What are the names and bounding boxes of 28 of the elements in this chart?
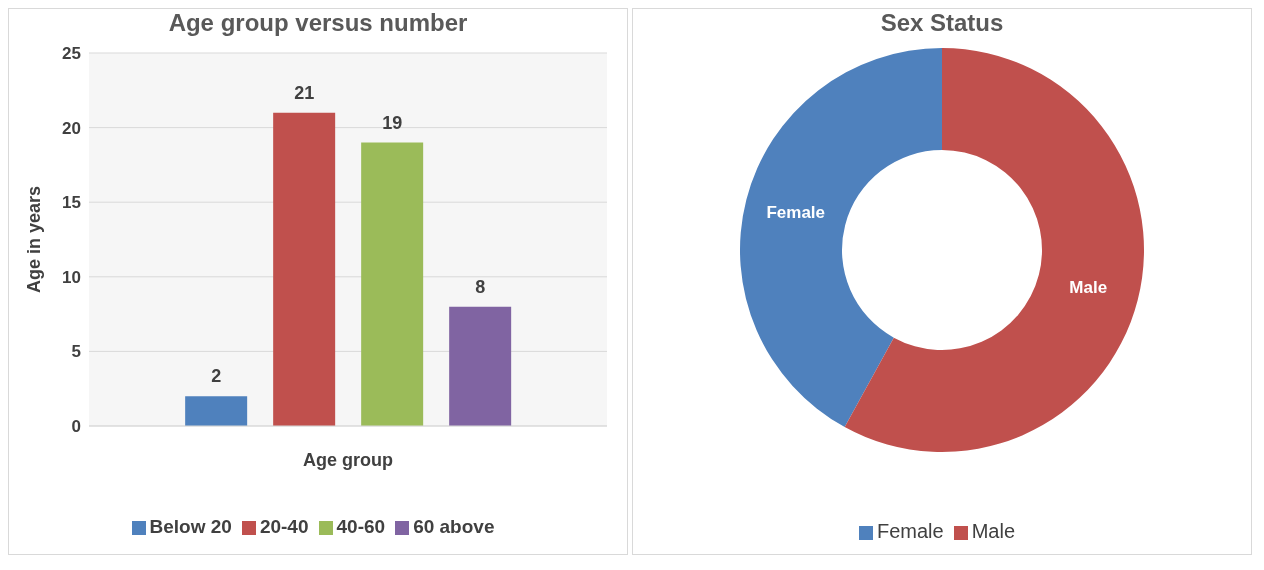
bar <box>185 396 248 426</box>
legend-label: 40-60 <box>336 516 386 537</box>
data-label: 8 <box>475 276 486 297</box>
legend-label: 20-40 <box>259 516 309 537</box>
y-tick-label: 20 <box>62 118 81 138</box>
legend-label: Below 20 <box>149 516 232 537</box>
legend-label: Male <box>971 520 1016 542</box>
y-tick-label: 10 <box>62 267 81 287</box>
chart-title: Age group versus number <box>167 9 469 38</box>
donut-slice <box>740 48 942 428</box>
y-tick-label: 25 <box>62 44 81 64</box>
y-tick-label: 15 <box>62 193 81 213</box>
y-tick-label: 5 <box>71 342 81 362</box>
y-tick-label: 0 <box>71 417 81 437</box>
bar <box>361 142 424 426</box>
x-axis-title: Age group <box>303 450 393 470</box>
donut-slice <box>844 48 1144 452</box>
data-label: 21 <box>294 82 315 103</box>
data-label: 19 <box>382 112 403 133</box>
slice-label: Female <box>766 202 826 222</box>
bar <box>449 306 512 426</box>
legend-label: Female <box>876 520 944 542</box>
chart-title: Sex Status <box>879 9 1005 38</box>
y-axis-title: Age in years <box>24 185 45 294</box>
slice-label: Male <box>1069 278 1108 298</box>
data-label: 2 <box>211 366 222 387</box>
legend-label: 60 above <box>413 516 495 537</box>
bar <box>273 112 336 426</box>
